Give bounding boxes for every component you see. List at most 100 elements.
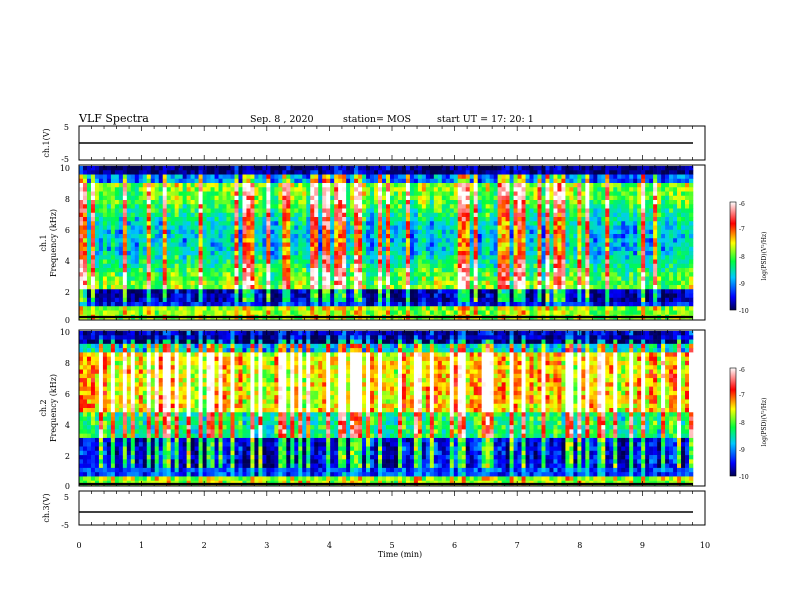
- spectrogram-cell: [270, 306, 275, 311]
- spectrogram-cell: [146, 221, 152, 226]
- spectrogram-cell: [118, 200, 124, 205]
- spectrogram-cell: [146, 204, 152, 209]
- spectrogram-cell: [389, 195, 395, 201]
- spectrogram-cell: [234, 297, 239, 303]
- spectrogram-cell: [437, 234, 443, 239]
- spectrogram-cell: [425, 276, 431, 282]
- spectrogram-cell: [142, 302, 148, 307]
- spectrogram-cell: [401, 212, 407, 218]
- spectrogram-cell: [114, 238, 120, 243]
- spectrogram-cell: [358, 187, 363, 192]
- spectrogram-cell: [366, 251, 371, 256]
- spectrogram-cell: [389, 280, 395, 286]
- spectrogram-cell: [330, 280, 335, 286]
- spectrogram-cell: [517, 234, 522, 239]
- spectrogram-cell: [362, 187, 367, 192]
- spectrogram-cell: [617, 195, 622, 201]
- spectrogram-cell: [294, 208, 299, 214]
- spectrogram-cell: [529, 280, 534, 286]
- spectrogram-cell: [190, 306, 195, 311]
- spectrogram-cell: [461, 242, 467, 248]
- spectrogram-cell: [118, 212, 124, 218]
- spectrogram-cell: [457, 174, 463, 180]
- spectrogram-cell: [517, 255, 522, 260]
- spectrogram-cell: [362, 246, 367, 252]
- spectrogram-cell: [441, 310, 447, 316]
- spectrogram-cell: [441, 238, 447, 243]
- spectrogram-cell: [362, 183, 367, 188]
- spectrogram-cell: [102, 259, 108, 265]
- spectrogram-cell: [186, 221, 191, 226]
- spectrogram-cell: [405, 183, 411, 188]
- spectrogram-cell: [354, 204, 359, 209]
- spectrogram-cell: [262, 302, 267, 307]
- spectrogram-cell: [250, 191, 255, 197]
- spectrogram-cell: [589, 217, 594, 222]
- spectrogram-cell: [194, 276, 199, 282]
- spectrogram-cell: [110, 204, 116, 209]
- spectrogram-cell: [250, 174, 255, 180]
- spectrogram-cell: [589, 229, 594, 235]
- spectrogram-cell: [585, 200, 590, 205]
- spectrogram-cell: [226, 242, 231, 248]
- spectrogram-cell: [417, 166, 423, 171]
- spectrogram-cell: [401, 238, 407, 243]
- spectrogram-cell: [250, 217, 255, 222]
- spectrogram-cell: [346, 191, 351, 197]
- spectrogram-cell: [322, 276, 327, 282]
- spectrogram-cell: [517, 229, 522, 235]
- spectrogram-cell: [549, 191, 554, 197]
- spectrogram-cell: [513, 285, 518, 290]
- spectrogram-cell: [545, 302, 550, 307]
- spectrogram-cell: [433, 195, 439, 201]
- spectrogram-cell: [517, 178, 522, 184]
- spectrogram-cell: [417, 234, 423, 239]
- spectrogram-cell: [609, 280, 614, 286]
- spectrogram-cell: [581, 238, 586, 243]
- spectrogram-cell: [549, 234, 554, 239]
- spectrogram-cell: [150, 212, 156, 218]
- spectrogram-cell: [453, 285, 459, 290]
- spectrogram-cell: [489, 310, 494, 316]
- spectrogram-cell: [346, 187, 351, 192]
- spectrogram-cell: [413, 183, 419, 188]
- spectrogram-cell: [138, 238, 144, 243]
- spectrogram-cell: [346, 238, 351, 243]
- spectrogram-cell: [378, 166, 383, 171]
- spectrogram-cell: [609, 200, 614, 205]
- spectrogram-cell: [122, 229, 128, 235]
- spectrogram-cell: [397, 268, 403, 273]
- spectrogram-cell: [605, 187, 610, 192]
- spectrogram-cell: [186, 225, 191, 231]
- spectrogram-cell: [397, 221, 403, 226]
- spectrogram-cell: [561, 246, 566, 252]
- spectrogram-cell: [246, 195, 251, 201]
- spectrogram-cell: [226, 251, 231, 256]
- spectrogram-cell: [401, 229, 407, 235]
- spectrogram-cell: [146, 238, 152, 243]
- spectrogram-cell: [338, 297, 343, 303]
- spectrogram-cell: [605, 280, 610, 286]
- spectrogram-cell: [79, 178, 84, 184]
- spectrogram-cell: [437, 268, 443, 273]
- spectrogram-cell: [322, 242, 327, 248]
- spectrogram-cell: [549, 263, 554, 269]
- spectrogram-cell: [326, 289, 331, 294]
- spectrogram-cell: [274, 289, 279, 294]
- spectrogram-cell: [362, 234, 367, 239]
- spectrogram-cell: [378, 246, 383, 252]
- spectrogram-cell: [158, 217, 164, 222]
- spectrogram-cell: [421, 242, 427, 248]
- spectrogram-cell: [557, 170, 562, 175]
- spectrogram-cell: [505, 272, 510, 277]
- spectrogram-cell: [477, 310, 482, 316]
- spectrogram-cell: [437, 212, 443, 218]
- spectrogram-cell: [226, 204, 231, 209]
- spectrogram-cell: [429, 297, 435, 303]
- spectrogram-cell: [262, 204, 267, 209]
- spectrogram-cell: [573, 229, 578, 235]
- spectrogram-cell: [449, 255, 455, 260]
- spectrogram-cell: [126, 242, 132, 248]
- spectrogram-cell: [154, 289, 160, 294]
- spectrogram-cell: [497, 178, 502, 184]
